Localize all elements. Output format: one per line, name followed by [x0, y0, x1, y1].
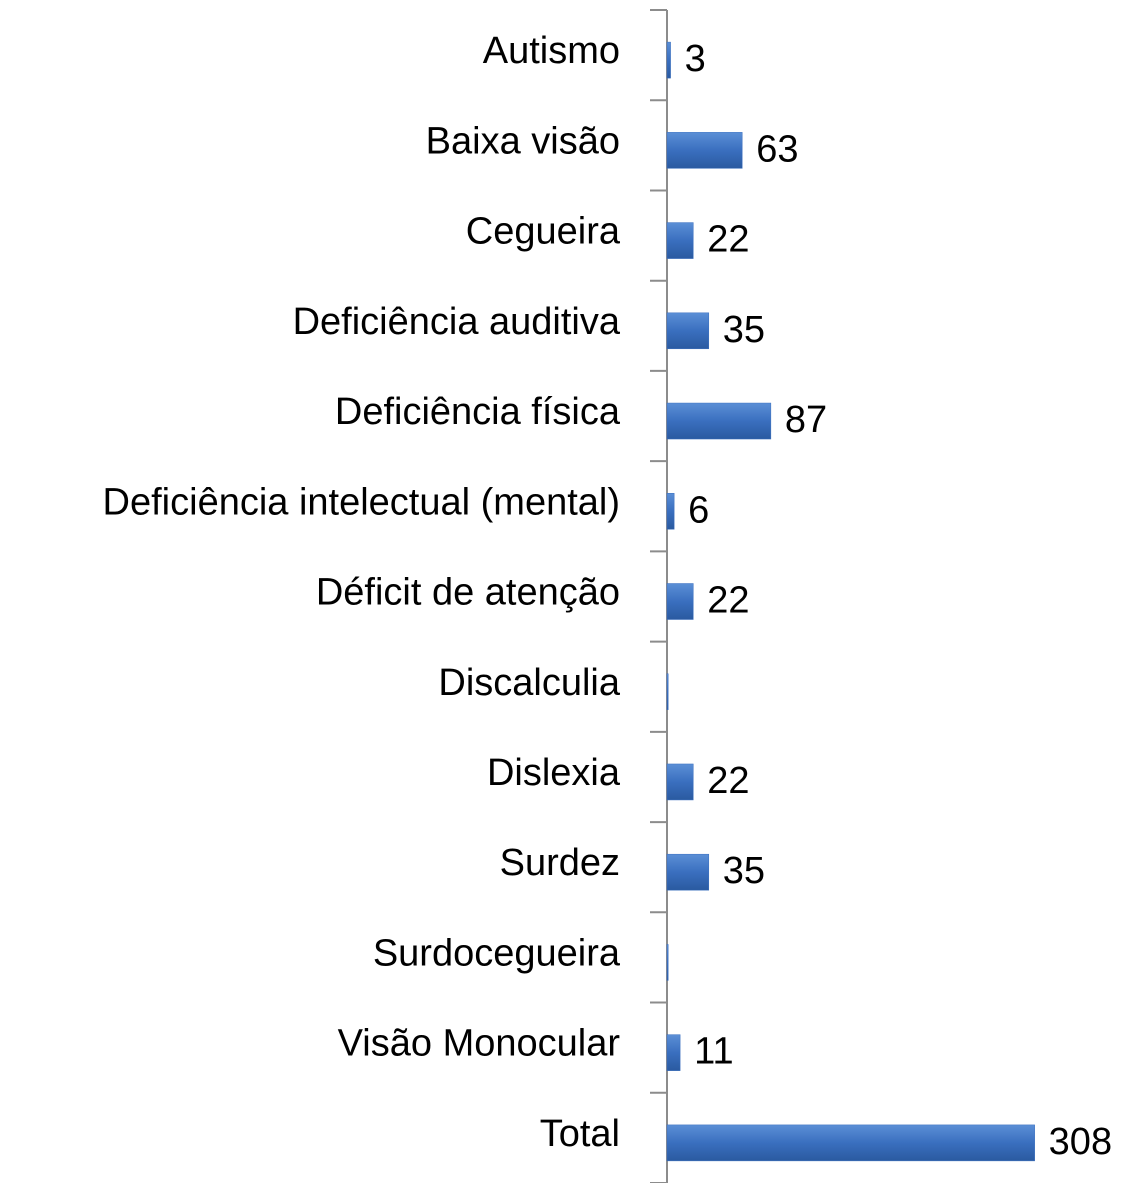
- bar: [666, 1034, 681, 1071]
- value-label: 11: [694, 1031, 733, 1073]
- category-label: Surdez: [500, 842, 620, 884]
- bar: [666, 312, 710, 350]
- value-label: 6: [688, 489, 709, 531]
- bar: [666, 944, 669, 981]
- category-label: Visão Monocular: [338, 1023, 621, 1065]
- category-label: Déficit de atenção: [316, 572, 620, 614]
- category-label: Autismo: [483, 30, 620, 72]
- category-label: Cegueira: [466, 211, 621, 253]
- bar: [666, 1124, 1035, 1162]
- category-label: Discalculia: [438, 662, 620, 704]
- bar: [666, 583, 694, 620]
- bar: [666, 763, 694, 801]
- category-label: Baixa visão: [426, 120, 620, 162]
- bar: [666, 673, 669, 710]
- bar: [666, 222, 694, 259]
- category-label: Surdocegueira: [373, 932, 621, 974]
- bar: [666, 853, 710, 891]
- value-label: 3: [685, 38, 706, 80]
- category-label: Total: [540, 1113, 620, 1155]
- value-label: 87: [785, 399, 827, 441]
- bar: [666, 402, 772, 440]
- value-label: 308: [1049, 1121, 1112, 1163]
- category-label: Deficiência auditiva: [293, 301, 621, 343]
- category-label: Deficiência intelectual (mental): [103, 481, 620, 523]
- bar: [666, 493, 675, 530]
- category-label: Dislexia: [487, 752, 621, 794]
- value-label: 35: [723, 850, 765, 892]
- bar: [666, 41, 671, 79]
- value-label: 35: [723, 309, 765, 351]
- value-label: 22: [707, 580, 749, 622]
- value-label: 22: [707, 219, 749, 261]
- category-label: Deficiência física: [335, 391, 621, 433]
- value-label: 63: [756, 128, 798, 170]
- bar: [666, 132, 743, 169]
- value-label: 22: [707, 760, 749, 802]
